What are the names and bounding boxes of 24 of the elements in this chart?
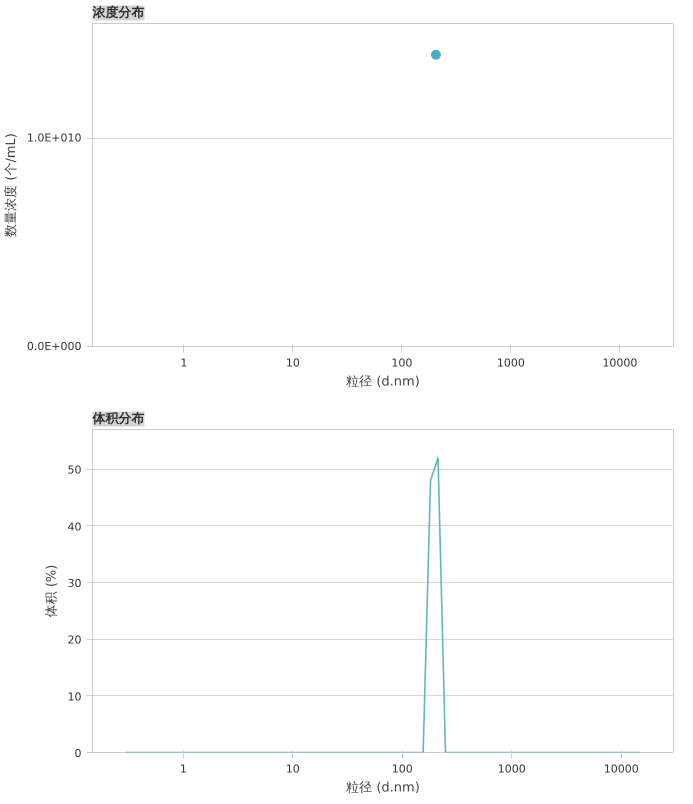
y-axis-title: 数量浓度 (个/mL) (2, 133, 19, 237)
x-axis-title: 粒径 (d.nm) (346, 780, 420, 796)
y-tick-label: 0 (74, 747, 82, 760)
y-tick-label: 10 (68, 690, 82, 704)
x-tick-label: 10000 (602, 356, 638, 370)
x-tick-label: 10 (286, 762, 300, 776)
x-tick-label: 1 (180, 356, 188, 370)
chart-title: 体积分布 (92, 412, 144, 426)
x-tick-label: 10000 (604, 762, 639, 776)
y-axis-title: 体积 (%) (44, 564, 60, 618)
x-tick-label: 1000 (498, 762, 526, 776)
x-tick-label: 10 (286, 356, 300, 370)
chart-title: 浓度分布 (92, 4, 144, 20)
y-tick-label: 0.0E+000 (26, 340, 82, 353)
y-tick-label: 1.0E+010 (26, 132, 82, 145)
y-tick-label: 40 (68, 520, 82, 534)
y-tick-label: 30 (68, 577, 82, 590)
x-tick-label: 1000 (496, 356, 525, 370)
x-tick-label: 100 (392, 762, 413, 776)
x-tick-label: 100 (391, 356, 412, 370)
x-axis-title: 粒径 (d.nm) (346, 374, 420, 390)
y-tick-label: 20 (68, 634, 82, 647)
y-tick-label: 50 (68, 464, 82, 477)
x-tick-label: 1 (180, 762, 187, 776)
